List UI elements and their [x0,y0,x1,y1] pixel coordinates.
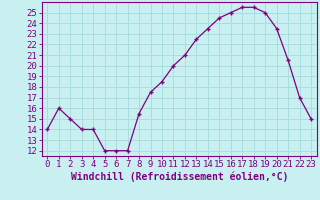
X-axis label: Windchill (Refroidissement éolien,°C): Windchill (Refroidissement éolien,°C) [70,172,288,182]
